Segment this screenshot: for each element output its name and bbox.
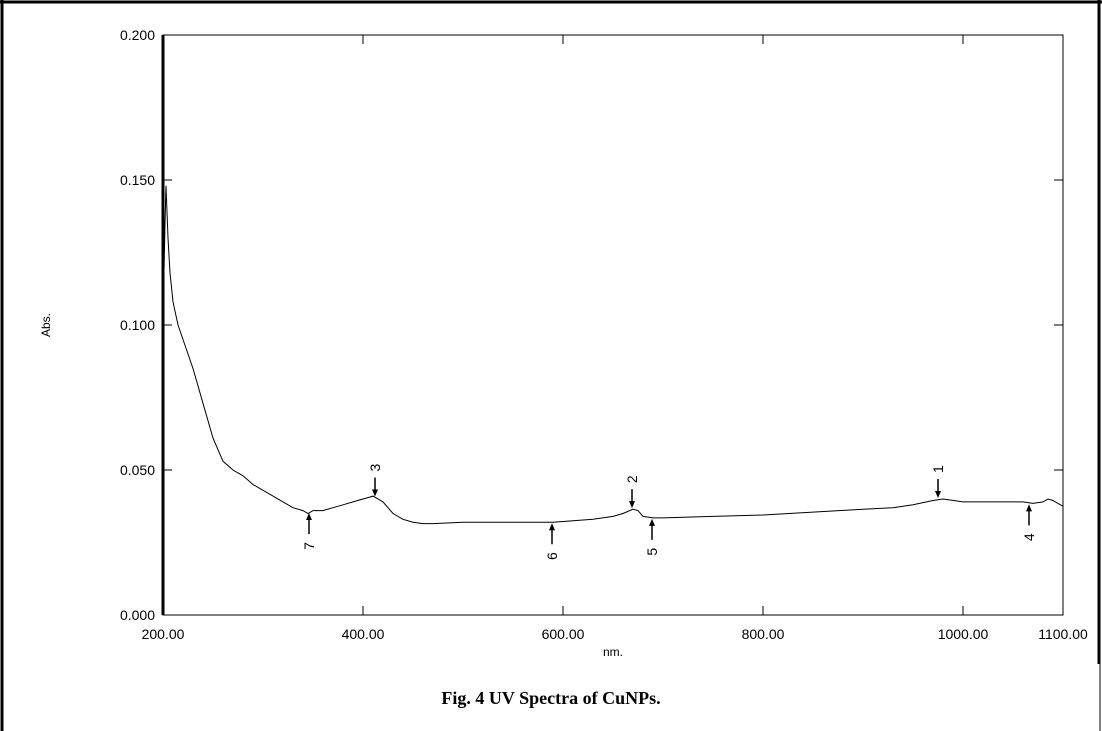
figure-caption: Fig. 4 UV Spectra of CuNPs. [441,688,661,708]
x-tick-label: 600.00 [542,626,585,642]
y-axis-label: Abs. [39,313,53,337]
y-tick-label: 0.050 [120,462,155,478]
uv-spectrum-plot: 0.000 0.050 0.100 0.150 0.200 200.00 400.00 600… [39,27,1088,659]
valley-label-7: 7 [301,542,317,550]
valley-marker-6-arrow [549,523,555,531]
valley-marker-7-arrow [306,513,312,521]
x-tick-label: 1100.00 [1038,626,1088,642]
x-tick-label: 400.00 [342,626,385,642]
peak-label-1: 1 [930,465,946,473]
peak-marker-1-arrow [935,491,941,498]
valley-label-4: 4 [1021,533,1037,541]
peak-marker-2-arrow [629,501,635,509]
x-tick-label: 200.00 [142,626,185,642]
x-axis-label: nm. [603,645,623,659]
valley-label-6: 6 [544,552,560,560]
peak-label-3: 3 [367,464,383,472]
y-tick-label: 0.000 [120,607,155,623]
y-tick-label: 0.150 [120,172,155,188]
x-tick-label: 1000.00 [938,626,989,642]
plot-area-box [162,34,1064,616]
valley-label-5: 5 [644,548,660,556]
spectrum-line [162,185,1064,525]
valley-marker-5-arrow [649,518,655,526]
x-tick-label: 800.00 [742,626,785,642]
y-tick-label: 0.200 [120,27,155,43]
valley-marker-4-arrow [1026,504,1032,512]
peak-label-2: 2 [624,475,640,483]
y-tick-label: 0.100 [120,317,155,333]
peak-marker-3-arrow [372,489,378,497]
